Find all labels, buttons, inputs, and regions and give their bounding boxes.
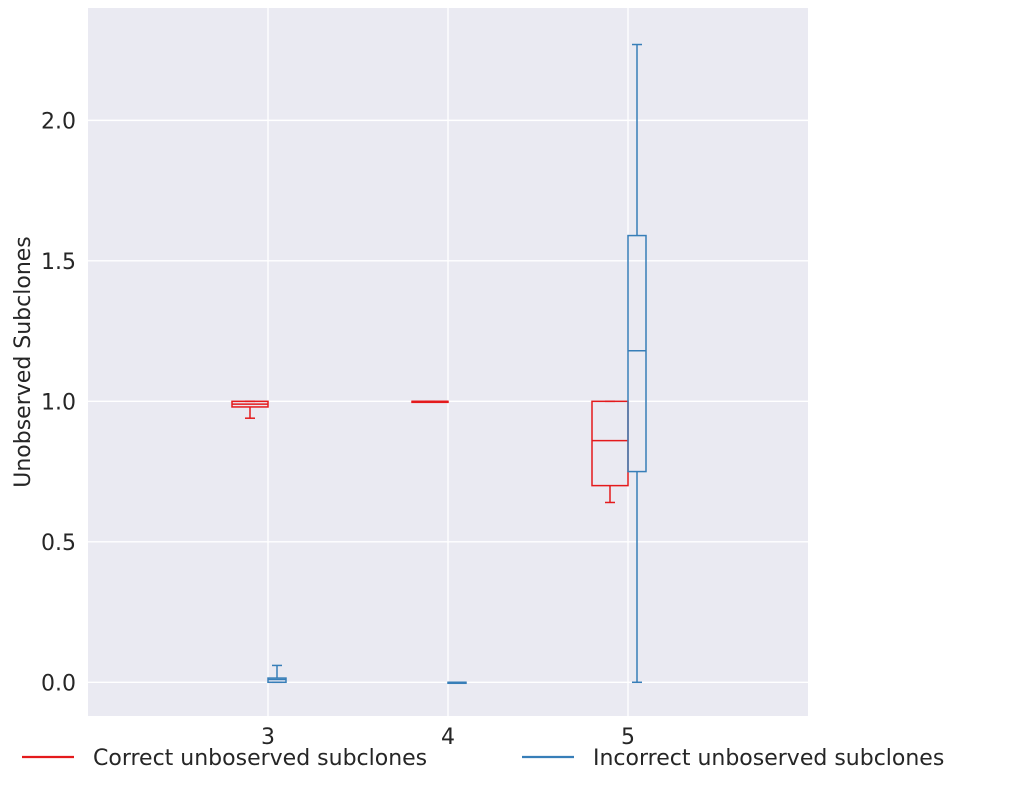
box-incorrect-3: [267, 664, 287, 684]
y-tick-label: 0.0: [41, 671, 76, 696]
box-iqr: [627, 234, 647, 473]
y-axis-label: Unobserved Subclones: [11, 236, 36, 488]
box-correct-4: [411, 400, 449, 404]
legend-label: Incorrect unboserved subclones: [593, 746, 944, 771]
x-tick-label: 4: [441, 725, 455, 750]
y-tick-label: 1.5: [41, 250, 76, 275]
legend-label: Correct unboserved subclones: [93, 746, 427, 771]
y-axis-ticks: 0.0 0.5 1.0 1.5 2.0: [41, 109, 76, 696]
x-tick-label: 3: [261, 725, 275, 750]
legend: Correct unboserved subclones Incorrect un…: [22, 746, 944, 771]
box-correct-3: [231, 400, 269, 419]
box-incorrect-5: [627, 43, 647, 684]
x-tick-label: 5: [621, 725, 635, 750]
y-tick-label: 2.0: [41, 109, 76, 134]
box-series: [231, 43, 647, 685]
box-incorrect-4: [447, 681, 467, 685]
x-axis-ticks: 3 4 5: [261, 725, 635, 750]
y-tick-label: 0.5: [41, 531, 76, 556]
y-tick-label: 1.0: [41, 390, 76, 415]
